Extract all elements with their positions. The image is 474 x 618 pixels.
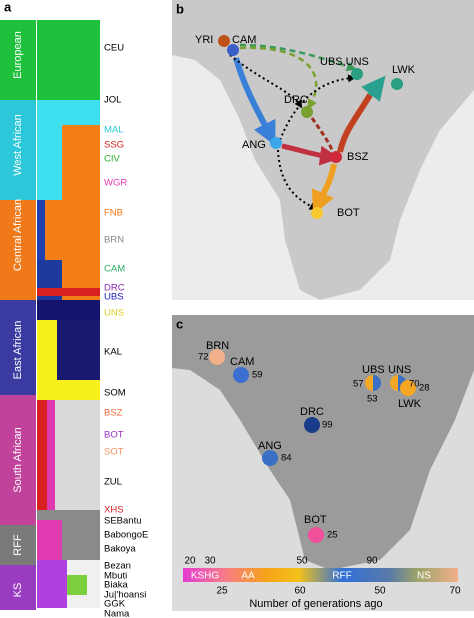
colorbar-tick: 50 (296, 556, 308, 567)
colorbar-tick: 90 (366, 556, 378, 567)
population-label: FNB (104, 208, 123, 219)
node-label: UNS (388, 364, 411, 376)
population-label: SOT (104, 447, 124, 458)
population-label: Nama (104, 609, 130, 618)
node-label: BSZ (347, 151, 369, 163)
generation-number: 59 (252, 370, 263, 381)
population-label: GGK (104, 599, 126, 610)
colorbar-tick: 20 (184, 556, 196, 567)
population-label: BSZ (104, 408, 123, 419)
population-label: WGR (104, 178, 127, 189)
population-label: SEBantu (104, 516, 142, 527)
population-label: BRN (104, 235, 124, 246)
panel-b: b YRI CAM DRC UBS,UNS LWK ANG BSZ BOT (172, 0, 474, 300)
colorbar-segment: RFF (332, 571, 351, 582)
node-label: LWK (392, 64, 416, 76)
node-label: LWK (398, 398, 422, 410)
population-label: ZUL (104, 477, 122, 488)
region-label: Central African (12, 199, 24, 271)
colorbar-segment: NS (417, 571, 431, 582)
region-label: West African (12, 114, 24, 176)
node-label: DRC (284, 94, 308, 106)
node-label: BRN (206, 340, 229, 352)
generation-number: 53 (367, 394, 378, 405)
region-label: South African (12, 427, 24, 492)
node-label: UBS,UNS (320, 56, 369, 68)
colorbar-tick: 25 (216, 586, 228, 597)
colorbar-tick: 30 (204, 556, 216, 567)
generation-number: 72 (198, 352, 209, 363)
population-label: Ju|'hoansi (104, 590, 146, 601)
colorbar-segment: AA (241, 571, 255, 582)
node-label: UBS (362, 364, 385, 376)
region-label: East African (12, 321, 24, 380)
population-label: Mbuti (104, 571, 127, 582)
node-label: ANG (242, 139, 266, 151)
colorbar-tick: 60 (294, 586, 306, 597)
population-label: CAM (104, 264, 125, 275)
population-label: CIV (104, 154, 121, 165)
panel-label: a (4, 0, 12, 14)
node-label: ANG (258, 440, 282, 452)
colorbar-tick: 70 (449, 586, 461, 597)
panel-a: a European West African Central African Eas… (0, 0, 148, 618)
panel-label: b (176, 1, 184, 16)
population-label: BabongoE (104, 530, 148, 541)
population-label: UNS (104, 308, 124, 319)
node-label: CAM (230, 356, 254, 368)
node-label: CAM (232, 34, 256, 46)
population-label: XHS (104, 505, 124, 516)
population-label: MAL (104, 125, 124, 136)
panel-label: c (176, 316, 183, 331)
generation-number: 25 (327, 530, 338, 541)
population-label: UBS (104, 292, 124, 303)
population-label: SSG (104, 140, 124, 151)
generation-number: 57 (353, 379, 364, 390)
population-label: JOL (104, 95, 121, 106)
generation-number: 99 (322, 420, 333, 431)
colorbar-tick: 50 (374, 586, 386, 597)
population-label: Biaka (104, 580, 128, 591)
population-label: KAL (104, 347, 122, 358)
region-label: KS (12, 583, 24, 598)
colorbar-segment: KSHG (191, 571, 220, 582)
generation-number: 70 (409, 379, 420, 390)
population-label: DRC (104, 283, 125, 294)
population-label: BOT (104, 430, 124, 441)
region-label: RFF (12, 534, 24, 556)
node-label: YRI (195, 34, 213, 46)
population-label: SOM (104, 388, 126, 399)
node-label: BOT (304, 514, 327, 526)
generation-number: 28 (419, 383, 430, 394)
generation-number: 84 (281, 453, 292, 464)
region-label: European (12, 31, 24, 79)
node-label: DRC (300, 406, 324, 418)
population-label: Bezan (104, 561, 131, 572)
population-label: Bakoya (104, 544, 136, 555)
colorbar-axis-label: Number of generations ago (249, 598, 382, 610)
node-label: BOT (337, 207, 360, 219)
population-label: CEU (104, 43, 124, 54)
